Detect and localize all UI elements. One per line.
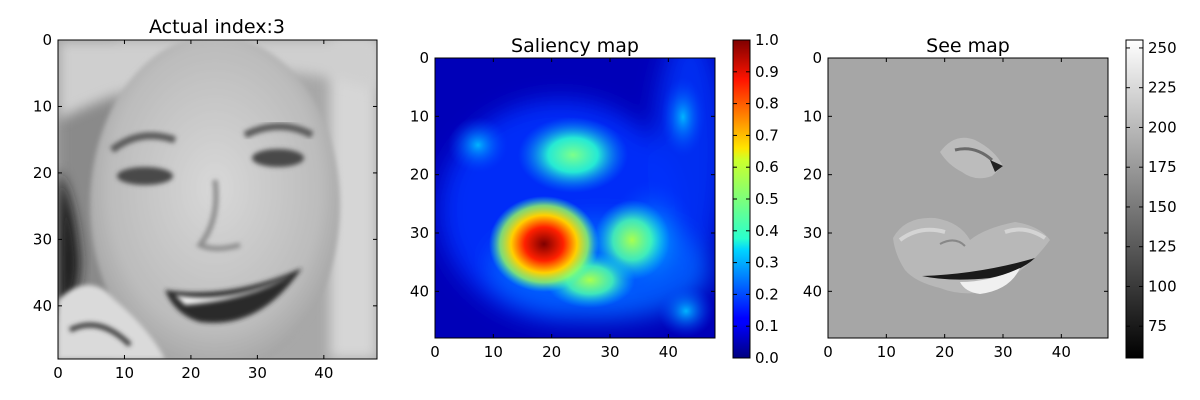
colorbar-tick-label: 1.0: [755, 31, 779, 49]
y-tick-label: 20: [410, 166, 429, 184]
x-tick-label: 0: [823, 343, 833, 361]
x-tick-label: 10: [115, 364, 134, 382]
x-tick-label: 30: [993, 343, 1012, 361]
x-tick-label: 40: [1052, 343, 1071, 361]
colorbar-tick-label: 200: [1148, 118, 1177, 136]
x-tick-label: 20: [935, 343, 954, 361]
y-tick-label: 40: [803, 282, 822, 300]
see-map-frame: [827, 57, 1109, 339]
colorbar-tick-label: 0.7: [755, 126, 779, 144]
x-tick-label: 0: [430, 343, 440, 361]
face-image: [58, 40, 377, 359]
colorbar-tick-label: 0.5: [755, 190, 779, 208]
see-map-colorbar-ticks: 75 100 125 150 175 200 225 250: [1126, 39, 1177, 335]
colorbar-tick-label: 0.0: [755, 349, 779, 367]
colorbar-tick-label: 250: [1148, 39, 1177, 57]
colorbar-tick-label: 150: [1148, 198, 1177, 216]
x-tick-label: 30: [248, 364, 267, 382]
see-map-image: [828, 58, 1108, 338]
colorbar-tick-label: 175: [1148, 158, 1177, 176]
colorbar-tick-label: 225: [1148, 79, 1177, 97]
y-tick-label: 30: [33, 230, 52, 248]
saliency-colorbar-ticks: 0.0 0.1 0.2 0.3 0.4 0.5 0.6 0.7 0.8 0.9 1.0: [733, 31, 779, 367]
saliency-hotspot: [518, 117, 628, 193]
saliency-hotspot: [489, 196, 599, 292]
see-map-colorbar: [1126, 40, 1143, 358]
colorbar-tick-label: 75: [1148, 317, 1167, 335]
x-tick-label: 10: [877, 343, 896, 361]
x-tick-label: 20: [542, 343, 561, 361]
y-tick-label: 20: [803, 166, 822, 184]
face-axis-ticks: 0 10 20 30 40 0 10 20 30 40: [33, 31, 377, 382]
face-frame: [57, 39, 378, 360]
colorbar-tick-label: 0.8: [755, 95, 779, 113]
x-tick-label: 40: [314, 364, 333, 382]
y-tick-label: 0: [42, 31, 52, 49]
x-tick-label: 40: [659, 343, 678, 361]
saliency-image: [435, 58, 715, 338]
saliency-hotspot: [661, 77, 705, 157]
face-panel: Actual index:3 0 10 20: [33, 16, 378, 382]
colorbar-tick-label: 100: [1148, 277, 1177, 295]
colorbar-tick-label: 0.2: [755, 285, 779, 303]
saliency-hotspot: [658, 285, 714, 337]
x-tick-label: 30: [600, 343, 619, 361]
y-tick-label: 0: [419, 49, 429, 67]
saliency-panel-title: Saliency map: [511, 35, 639, 57]
saliency-colorbar: [733, 40, 750, 358]
y-tick-label: 30: [803, 224, 822, 242]
y-tick-label: 10: [33, 97, 52, 115]
x-tick-label: 10: [484, 343, 503, 361]
x-tick-label: 0: [53, 364, 63, 382]
y-tick-label: 10: [803, 107, 822, 125]
saliency-frame: [434, 57, 716, 339]
y-tick-label: 10: [410, 107, 429, 125]
y-tick-label: 20: [33, 164, 52, 182]
saliency-axis-ticks: 0 10 20 30 40 0 10 20 30 40: [410, 49, 715, 361]
y-tick-label: 40: [410, 282, 429, 300]
y-tick-label: 40: [33, 297, 52, 315]
colorbar-tick-label: 0.4: [755, 222, 779, 240]
see-map-panel: See map 0 10 20 30 40 0 10 20 30 40 75 100 125 150 17…: [803, 35, 1177, 361]
colorbar-tick-label: 0.3: [755, 254, 779, 272]
saliency-hotspot: [448, 117, 508, 173]
y-tick-label: 0: [812, 49, 822, 67]
colorbar-tick-label: 0.9: [755, 63, 779, 81]
see-map-axis-ticks: 0 10 20 30 40 0 10 20 30 40: [803, 49, 1108, 361]
see-map-panel-title: See map: [926, 35, 1010, 57]
colorbar-tick-label: 125: [1148, 238, 1177, 256]
colorbar-tick-label: 0.1: [755, 317, 779, 335]
colorbar-tick-label: 0.6: [755, 158, 779, 176]
face-panel-title: Actual index:3: [149, 16, 285, 38]
x-tick-label: 20: [181, 364, 200, 382]
y-tick-label: 30: [410, 224, 429, 242]
